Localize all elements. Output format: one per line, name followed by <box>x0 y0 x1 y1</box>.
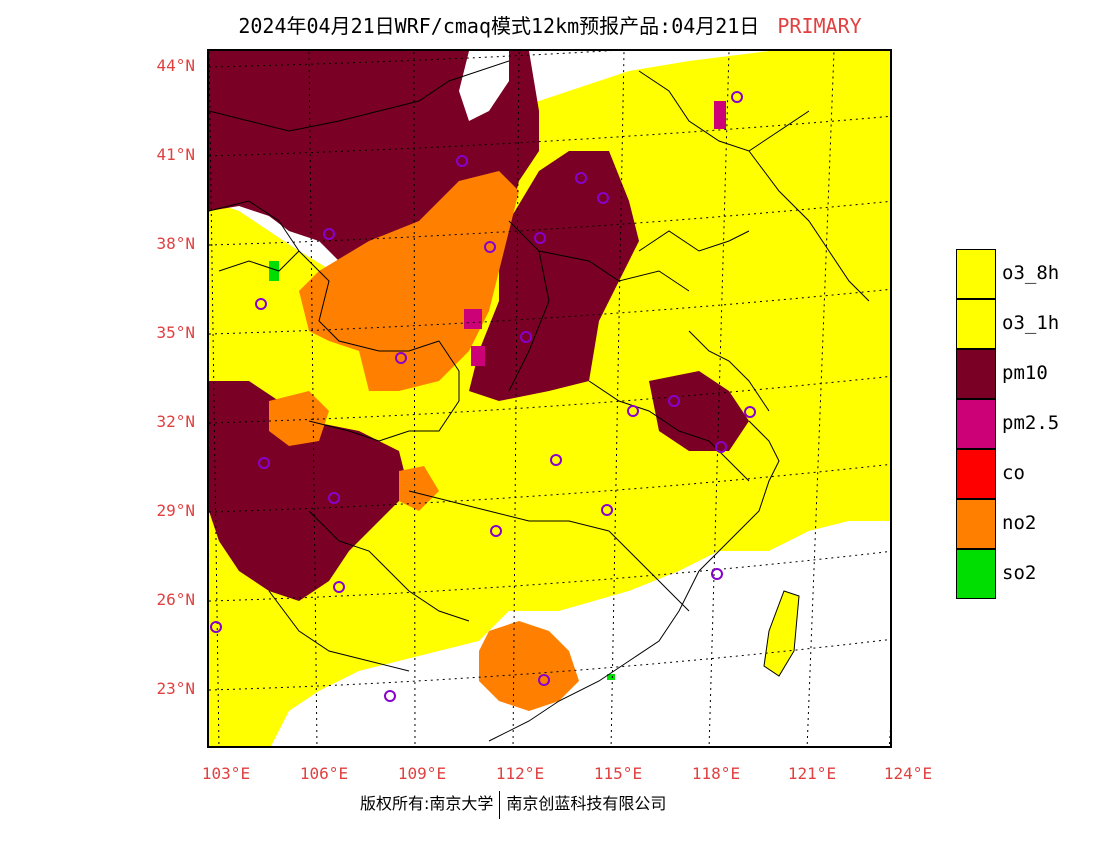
legend-label-so2: so2 <box>1002 562 1037 584</box>
legend-label-pm25: pm2.5 <box>1002 412 1060 434</box>
legend-item-co: co <box>956 449 1076 499</box>
lon-label-103: 103°E <box>201 764 251 783</box>
taiwan-island <box>763 590 800 677</box>
title-main: 2024年04月21日WRF/cmaq模式12km预报产品:04月21日 <box>238 14 760 38</box>
legend-label-no2: no2 <box>1002 512 1037 534</box>
pm10-region-central <box>469 151 639 401</box>
no2-region-central <box>299 171 519 391</box>
legend-swatch-o3-8h <box>956 249 996 299</box>
pm10-region-east <box>649 371 749 451</box>
legend-swatch-co <box>956 449 996 499</box>
lat-label-23: 23°N <box>156 679 195 698</box>
legend-swatch-pm25 <box>956 399 996 449</box>
lat-label-35: 35°N <box>156 323 195 342</box>
lon-label-112: 112°E <box>495 764 545 783</box>
legend-label-o3-1h: o3_1h <box>1002 312 1060 334</box>
legend-swatch-o3-1h <box>956 299 996 349</box>
o3-region <box>209 51 890 746</box>
footer-company: 南京创蓝科技有限公司 <box>506 794 667 813</box>
pm10-region-southwest <box>209 381 409 601</box>
title-primary-tag: PRIMARY <box>777 14 862 38</box>
legend-label-pm10: pm10 <box>1002 362 1048 384</box>
no2-region-guangdong <box>479 621 579 711</box>
legend-item-no2: no2 <box>956 499 1076 549</box>
lon-label-118: 118°E <box>691 764 741 783</box>
legend-item-so2: so2 <box>956 549 1076 599</box>
lon-label-121: 121°E <box>787 764 837 783</box>
pollutant-map-canvas <box>209 51 890 746</box>
legend-item-pm25: pm2.5 <box>956 399 1076 449</box>
legend-item-pm10: pm10 <box>956 349 1076 399</box>
legend-item-o3-1h: o3_1h <box>956 299 1076 349</box>
lat-label-38: 38°N <box>156 234 195 253</box>
footer-copyright: 版权所有:南京大学 <box>360 794 494 813</box>
lat-label-29: 29°N <box>156 501 195 520</box>
map-title: 2024年04月21日WRF/cmaq模式12km预报产品:04月21日 PRIM… <box>0 10 1100 39</box>
legend-item-o3-8h: o3_8h <box>956 249 1076 299</box>
pollutant-legend: o3_8h o3_1h pm10 pm2.5 co no2 so2 <box>956 249 1076 599</box>
legend-swatch-pm10 <box>956 349 996 399</box>
lon-label-115: 115°E <box>593 764 643 783</box>
lat-label-44: 44°N <box>156 56 195 75</box>
lat-label-26: 26°N <box>156 590 195 609</box>
lon-label-109: 109°E <box>397 764 447 783</box>
footer-divider <box>499 790 501 819</box>
lat-label-41: 41°N <box>156 145 195 164</box>
south-clear-region <box>271 521 890 746</box>
copyright-footer: 版权所有:南京大学 南京创蓝科技有限公司 <box>360 790 666 819</box>
legend-swatch-so2 <box>956 549 996 599</box>
lat-label-32: 32°N <box>156 412 195 431</box>
legend-label-co: co <box>1002 462 1025 484</box>
lon-label-106: 106°E <box>299 764 349 783</box>
legend-swatch-no2 <box>956 499 996 549</box>
lon-label-124: 124°E <box>883 764 933 783</box>
pollutant-map <box>207 49 892 748</box>
legend-label-o3-8h: o3_8h <box>1002 262 1060 284</box>
